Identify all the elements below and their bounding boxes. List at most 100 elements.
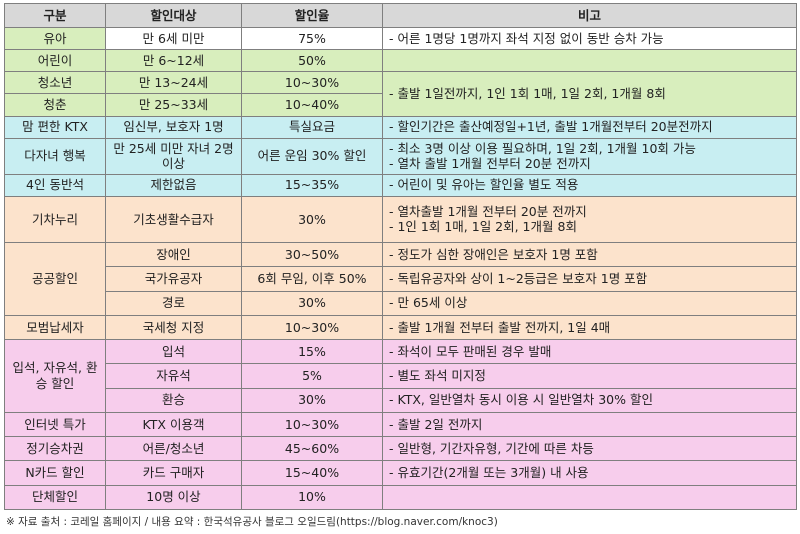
target-cell: 자유석: [105, 363, 242, 389]
note-cell: [382, 484, 797, 511]
target-cell: 환승: [105, 387, 242, 413]
target-cell: 국세청 지정: [105, 314, 242, 341]
target-cell: 카드 구매자: [105, 460, 242, 486]
rate-cell: 75%: [241, 26, 383, 51]
note-cell: - 좌석이 모두 판매된 경우 발매: [382, 339, 797, 365]
table-row: 모범납세자 국세청 지정 10~30% - 출발 1개월 전부터 출발 전까지,…: [4, 314, 797, 341]
table-row: 청춘 만 25~33세 10~40%: [4, 93, 797, 117]
table-row: 인터넷 특가 KTX 이용객 10~30% - 출발 2일 전까지: [4, 411, 797, 438]
category-cell: 인터넷 특가: [4, 411, 106, 438]
note-cell: - 정도가 심한 장애인은 보호자 1명 포함: [382, 242, 797, 268]
rate-cell: 30%: [241, 195, 383, 244]
rate-cell: 6회 무임, 이후 50%: [241, 266, 383, 292]
target-cell: 장애인: [105, 242, 242, 268]
category-cell: 모범납세자: [4, 314, 106, 341]
category-cell: 입석, 자유석, 환승 할인: [4, 339, 106, 413]
target-cell: 만 25~33세: [105, 93, 242, 117]
note-cell: - 일반형, 기간자유형, 기간에 따른 차등: [382, 436, 797, 462]
rate-cell: 5%: [241, 363, 383, 389]
note-cell: - 출발 2일 전까지: [382, 411, 797, 438]
target-cell: 만 6세 미만: [105, 26, 242, 51]
note-line: - 1인 1회 1매, 1일 2회, 1개월 8회: [389, 219, 577, 235]
rate-cell: 어른 운임 30% 할인: [241, 137, 383, 175]
rate-cell: 30~50%: [241, 242, 383, 268]
table-row: 경로 30% - 만 65세 이상: [5, 290, 797, 316]
target-cell: 만 25세 미만 자녀 2명 이상: [105, 137, 242, 175]
note-cell: - 어른 1명당 1명까지 좌석 지정 없이 동반 승차 가능: [382, 26, 797, 51]
header-category: 구분: [4, 3, 106, 28]
header-note: 비고: [382, 3, 797, 28]
table-row: 청소년 만 13~24세 10~30% - 출발 1일전까지, 1인 1회 1매…: [4, 71, 797, 117]
note-cell: - 최소 3명 이상 이용 필요하며, 1일 2회, 1개월 10회 가능 - …: [382, 137, 797, 175]
category-cell: 정기승차권: [4, 436, 106, 462]
note-cell: - 어린이 및 유아는 할인율 별도 적용: [382, 173, 797, 197]
note-line: - 열차 출발 1개월 전부터 20분 전까지: [389, 156, 591, 172]
target-cell: 입석: [105, 339, 242, 365]
note-line: - 열차출발 1개월 전부터 20분 전까지: [389, 203, 587, 219]
target-cell: KTX 이용객: [105, 411, 242, 438]
category-cell: 단체할인: [4, 484, 106, 511]
note-cell: - 만 65세 이상: [382, 290, 797, 316]
target-cell: 기초생활수급자: [105, 195, 242, 244]
note-cell: - KTX, 일반열차 동시 이용 시 일반열차 30% 할인: [382, 387, 797, 413]
note-cell: - 독립유공자와 상이 1~2등급은 보호자 1명 포함: [382, 266, 797, 292]
target-cell: 만 13~24세: [105, 71, 242, 95]
note-cell: - 열차출발 1개월 전부터 20분 전까지 - 1인 1회 1매, 1일 2회…: [382, 195, 797, 244]
rate-cell: 15%: [241, 339, 383, 365]
category-cell: N카드 할인: [4, 460, 106, 486]
rate-cell: 10~30%: [241, 411, 383, 438]
table-row: 단체할인 10명 이상 10%: [4, 484, 797, 511]
note-line: - 최소 3명 이상 이용 필요하며, 1일 2회, 1개월 10회 가능: [389, 140, 696, 156]
note-cell: - 유효기간(2개월 또는 3개월) 내 사용: [382, 460, 797, 486]
rate-cell: 특실요금: [241, 115, 383, 139]
table-row: 환승 30% - KTX, 일반열차 동시 이용 시 일반열차 30% 할인: [5, 387, 797, 413]
rate-cell: 50%: [241, 49, 383, 73]
category-cell: 맘 편한 KTX: [4, 115, 106, 139]
category-cell: 유아: [4, 26, 106, 51]
target-cell: 임신부, 보호자 1명: [105, 115, 242, 139]
rate-cell: 15~35%: [241, 173, 383, 197]
target-cell: 10명 이상: [105, 484, 242, 511]
discount-table: 구분 할인대상 할인율 비고 유아 만 6세 미만 75% - 어른 1명당 1…: [4, 3, 797, 511]
header-row: 구분 할인대상 할인율 비고: [4, 3, 797, 28]
table-row: 맘 편한 KTX 임신부, 보호자 1명 특실요금 - 할인기간은 출산예정일+…: [4, 115, 797, 139]
table-row: 국가유공자 6회 무임, 이후 50% - 독립유공자와 상이 1~2등급은 보…: [5, 266, 797, 292]
rate-cell: 30%: [241, 290, 383, 316]
target-cell: 만 6~12세: [105, 49, 242, 73]
table-row: 4인 동반석 제한없음 15~35% - 어린이 및 유아는 할인율 별도 적용: [4, 173, 797, 197]
rate-cell: 30%: [241, 387, 383, 413]
target-cell: 제한없음: [105, 173, 242, 197]
header-target: 할인대상: [105, 3, 242, 28]
category-cell: 어린이: [4, 49, 106, 73]
rate-cell: 10~40%: [241, 93, 383, 117]
note-cell: - 할인기간은 출산예정일+1년, 출발 1개월전부터 20분전까지: [382, 115, 797, 139]
category-cell: 다자녀 행복: [4, 137, 106, 175]
table-row: 어린이 만 6~12세 50%: [4, 49, 797, 73]
rate-cell: 45~60%: [241, 436, 383, 462]
table-row: N카드 할인 카드 구매자 15~40% - 유효기간(2개월 또는 3개월) …: [4, 460, 797, 486]
rate-cell: 10%: [241, 484, 383, 511]
rate-cell: 10~30%: [241, 314, 383, 341]
source-footnote: ※ 자료 출처 : 코레일 홈페이지 / 내용 요약 : 한국석유공사 블로그 …: [6, 516, 498, 528]
table-row: 공공할인 장애인 30~50% - 정도가 심한 장애인은 보호자 1명 포함: [4, 242, 797, 316]
category-cell: 청소년: [4, 71, 106, 95]
table-row: 기차누리 기초생활수급자 30% - 열차출발 1개월 전부터 20분 전까지 …: [4, 195, 797, 244]
table-row: 유아 만 6세 미만 75% - 어른 1명당 1명까지 좌석 지정 없이 동반…: [4, 26, 797, 51]
rate-cell: 10~30%: [241, 71, 383, 95]
table-row: 자유석 5% - 별도 좌석 미지정: [5, 363, 797, 389]
category-cell: 기차누리: [4, 195, 106, 244]
note-cell: - 출발 1일전까지, 1인 1회 1매, 1일 2회, 1개월 8회: [382, 71, 797, 117]
rate-cell: 15~40%: [241, 460, 383, 486]
target-cell: 어른/청소년: [105, 436, 242, 462]
table-row: 정기승차권 어른/청소년 45~60% - 일반형, 기간자유형, 기간에 따른…: [4, 436, 797, 462]
note-cell: - 별도 좌석 미지정: [382, 363, 797, 389]
note-cell: [382, 49, 797, 73]
category-cell: 청춘: [4, 93, 106, 117]
target-cell: 경로: [105, 290, 242, 316]
note-cell: - 출발 1개월 전부터 출발 전까지, 1일 4매: [382, 314, 797, 341]
category-cell: 공공할인: [4, 242, 106, 316]
category-cell: 4인 동반석: [4, 173, 106, 197]
header-rate: 할인율: [241, 3, 383, 28]
target-cell: 국가유공자: [105, 266, 242, 292]
table-row: 입석, 자유석, 환승 할인 입석 15% - 좌석이 모두 판매된 경우 발매: [4, 339, 797, 413]
